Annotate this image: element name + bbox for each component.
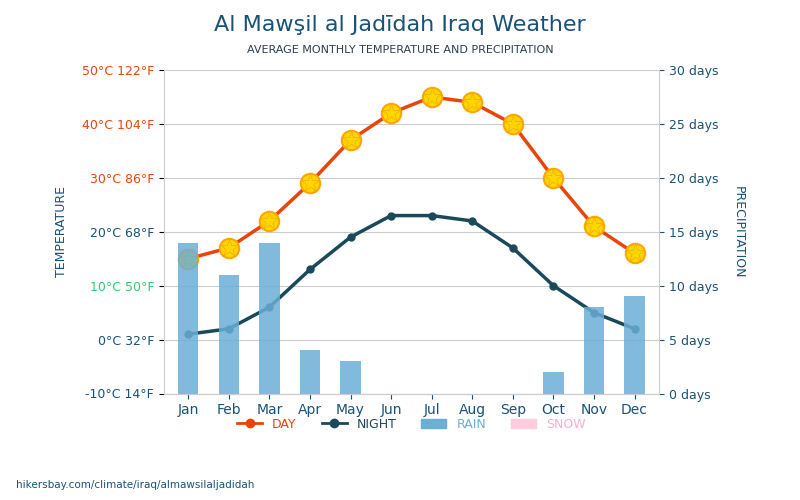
Text: hikersbay.com/climate/iraq/almawsilaljadidah: hikersbay.com/climate/iraq/almawsilaljad… bbox=[16, 480, 254, 490]
Bar bbox=[218, 275, 239, 394]
Text: AVERAGE MONTHLY TEMPERATURE AND PRECIPITATION: AVERAGE MONTHLY TEMPERATURE AND PRECIPIT… bbox=[246, 45, 554, 55]
Bar bbox=[259, 242, 279, 394]
Point bbox=[385, 109, 398, 117]
Point bbox=[587, 222, 600, 230]
Point bbox=[344, 136, 357, 144]
Bar bbox=[178, 242, 198, 394]
Point bbox=[426, 93, 438, 101]
Point bbox=[547, 174, 560, 182]
Y-axis label: TEMPERATURE: TEMPERATURE bbox=[55, 186, 68, 277]
Point bbox=[222, 244, 235, 252]
Point bbox=[182, 254, 194, 262]
Bar bbox=[543, 372, 563, 394]
Text: Al Mawşil al Jadīdah Iraq Weather: Al Mawşil al Jadīdah Iraq Weather bbox=[214, 15, 586, 35]
Bar bbox=[624, 296, 645, 394]
Y-axis label: PRECIPITATION: PRECIPITATION bbox=[732, 186, 745, 278]
Point bbox=[628, 250, 641, 258]
Point bbox=[466, 98, 478, 106]
Point bbox=[263, 217, 276, 225]
Bar bbox=[300, 350, 320, 394]
Bar bbox=[584, 307, 604, 394]
Bar bbox=[340, 361, 361, 394]
Legend: DAY, NIGHT, RAIN, SNOW: DAY, NIGHT, RAIN, SNOW bbox=[232, 413, 590, 436]
Point bbox=[506, 120, 519, 128]
Point bbox=[303, 179, 316, 187]
